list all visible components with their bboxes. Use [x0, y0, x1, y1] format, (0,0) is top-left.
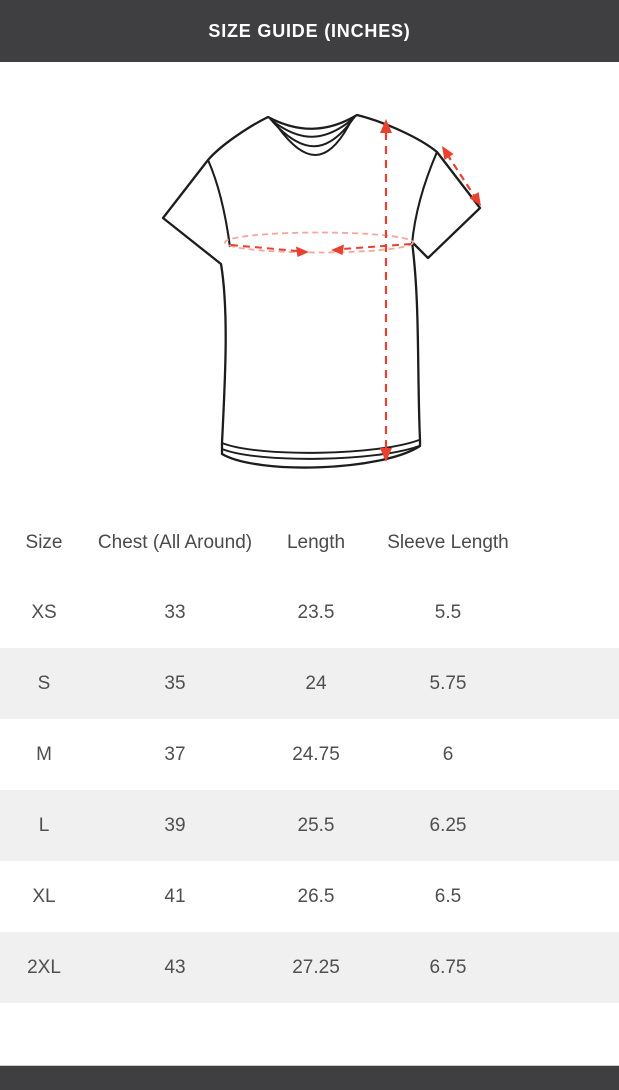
sleeve-value: 6	[442, 743, 454, 765]
length-value: 26.5	[297, 885, 335, 907]
tshirt-outline	[161, 113, 482, 469]
size-guide-title: SIZE GUIDE (INCHES)	[208, 20, 411, 41]
size-table-header-row: Size Chest (All Around) Length Sleeve Le…	[0, 509, 619, 577]
length-measure-arrow	[380, 119, 392, 462]
table-row-2xl: 2XL 43 27.25 6.75	[0, 932, 619, 1003]
sleeve-value: 6.25	[429, 814, 467, 836]
table-row-xs: XS 33 23.5 5.5	[0, 577, 619, 648]
sleeve-value: 5.5	[434, 601, 462, 623]
length-value: 24.75	[292, 743, 340, 765]
column-header-size: Size	[25, 532, 63, 553]
chest-value: 43	[164, 956, 186, 978]
length-value: 23.5	[297, 601, 335, 623]
size-guide-header: SIZE GUIDE (INCHES)	[0, 0, 619, 62]
size-label: L	[38, 814, 50, 836]
length-value: 25.5	[297, 814, 335, 836]
size-label: 2XL	[27, 956, 61, 978]
length-value: 24	[305, 672, 327, 694]
column-header-sleeve: Sleeve Length	[387, 532, 509, 553]
sleeve-value: 6.75	[429, 956, 467, 978]
chest-value: 41	[164, 885, 186, 907]
table-row-s: S 35 24 5.75	[0, 648, 619, 719]
sleeve-value: 5.75	[429, 672, 467, 694]
chest-value: 33	[164, 601, 186, 623]
sleeve-measure-arrow	[442, 146, 481, 206]
table-row-l: L 39 25.5 6.25	[0, 790, 619, 861]
size-label: XL	[32, 885, 56, 907]
tshirt-diagram	[161, 113, 482, 469]
collar-lines	[269, 116, 356, 156]
hem-stitch-lines	[221, 439, 420, 460]
size-label: S	[37, 672, 51, 694]
chest-value: 39	[164, 814, 186, 836]
sleeve-value: 6.5	[434, 885, 462, 907]
chest-measure-ellipse	[224, 231, 414, 254]
size-table: Size Chest (All Around) Length Sleeve Le…	[0, 509, 619, 1003]
size-label: M	[36, 743, 52, 765]
size-label: XS	[31, 601, 57, 623]
length-value: 27.25	[292, 956, 340, 978]
chest-measure-arrows	[230, 243, 412, 257]
column-header-length: Length	[286, 532, 346, 553]
tshirt-diagram-section	[0, 62, 619, 509]
chest-value: 37	[164, 743, 186, 765]
right-armhole-seam	[410, 151, 438, 245]
chest-value: 35	[164, 672, 186, 694]
left-armhole-seam	[207, 159, 232, 248]
column-header-chest: Chest (All Around)	[97, 532, 253, 553]
footer-bar	[0, 1065, 619, 1090]
table-row-m: M 37 24.75 6	[0, 719, 619, 790]
table-row-xl: XL 41 26.5 6.5	[0, 861, 619, 932]
